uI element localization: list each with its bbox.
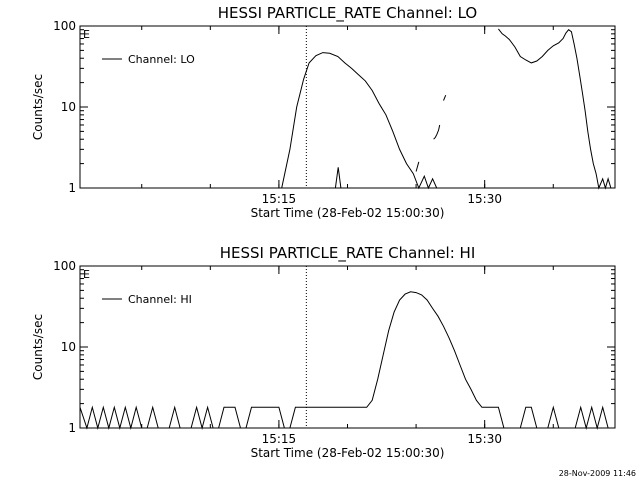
y-axis-label: Counts/sec: [31, 74, 45, 140]
series-line-segment: [498, 28, 612, 190]
series-line-segment: [281, 52, 438, 190]
marker-label: E: [83, 28, 90, 41]
plot-frame: [79, 25, 616, 189]
chart-title: HESSI PARTICLE_RATE Channel: LO: [218, 4, 477, 23]
y-tick-label: 1: [68, 181, 76, 195]
x-tick-label: 15:30: [467, 432, 502, 446]
timestamp: 28-Nov-2009 11:46: [559, 469, 636, 478]
chart-panel-2: HESSI PARTICLE_RATE Channel: HI 15:15 15:3…: [31, 244, 616, 460]
y-tick-label: 100: [53, 19, 76, 33]
series-line-segment: [415, 161, 420, 172]
y-axis-label: Counts/sec: [31, 314, 45, 380]
y-tick-label: 1: [68, 421, 76, 435]
plot-frame: [79, 265, 616, 429]
x-tick-label: 15:15: [262, 192, 297, 206]
legend-label: Channel: HI: [128, 293, 192, 306]
marker-label: E: [83, 268, 90, 281]
x-tick-label: 15:15: [262, 432, 297, 446]
y-tick-label: 100: [53, 259, 76, 273]
chart-title: HESSI PARTICLE_RATE Channel: HI: [220, 244, 476, 263]
x-axis-label: Start Time (28-Feb-02 15:00:30): [251, 446, 445, 460]
y-tick-label: 10: [61, 340, 76, 354]
series-line-segment: [443, 95, 447, 101]
x-tick-label: 15:30: [467, 192, 502, 206]
series-line-segment: [79, 291, 609, 430]
x-axis-label: Start Time (28-Feb-02 15:00:30): [251, 206, 445, 220]
chart-panel-1: HESSI PARTICLE_RATE Channel: LO 15:15 15:3…: [31, 4, 616, 220]
series-line-segment: [334, 167, 342, 189]
series-line-segment: [433, 124, 441, 140]
y-tick-label: 10: [61, 100, 76, 114]
legend-label: Channel: LO: [128, 53, 195, 66]
